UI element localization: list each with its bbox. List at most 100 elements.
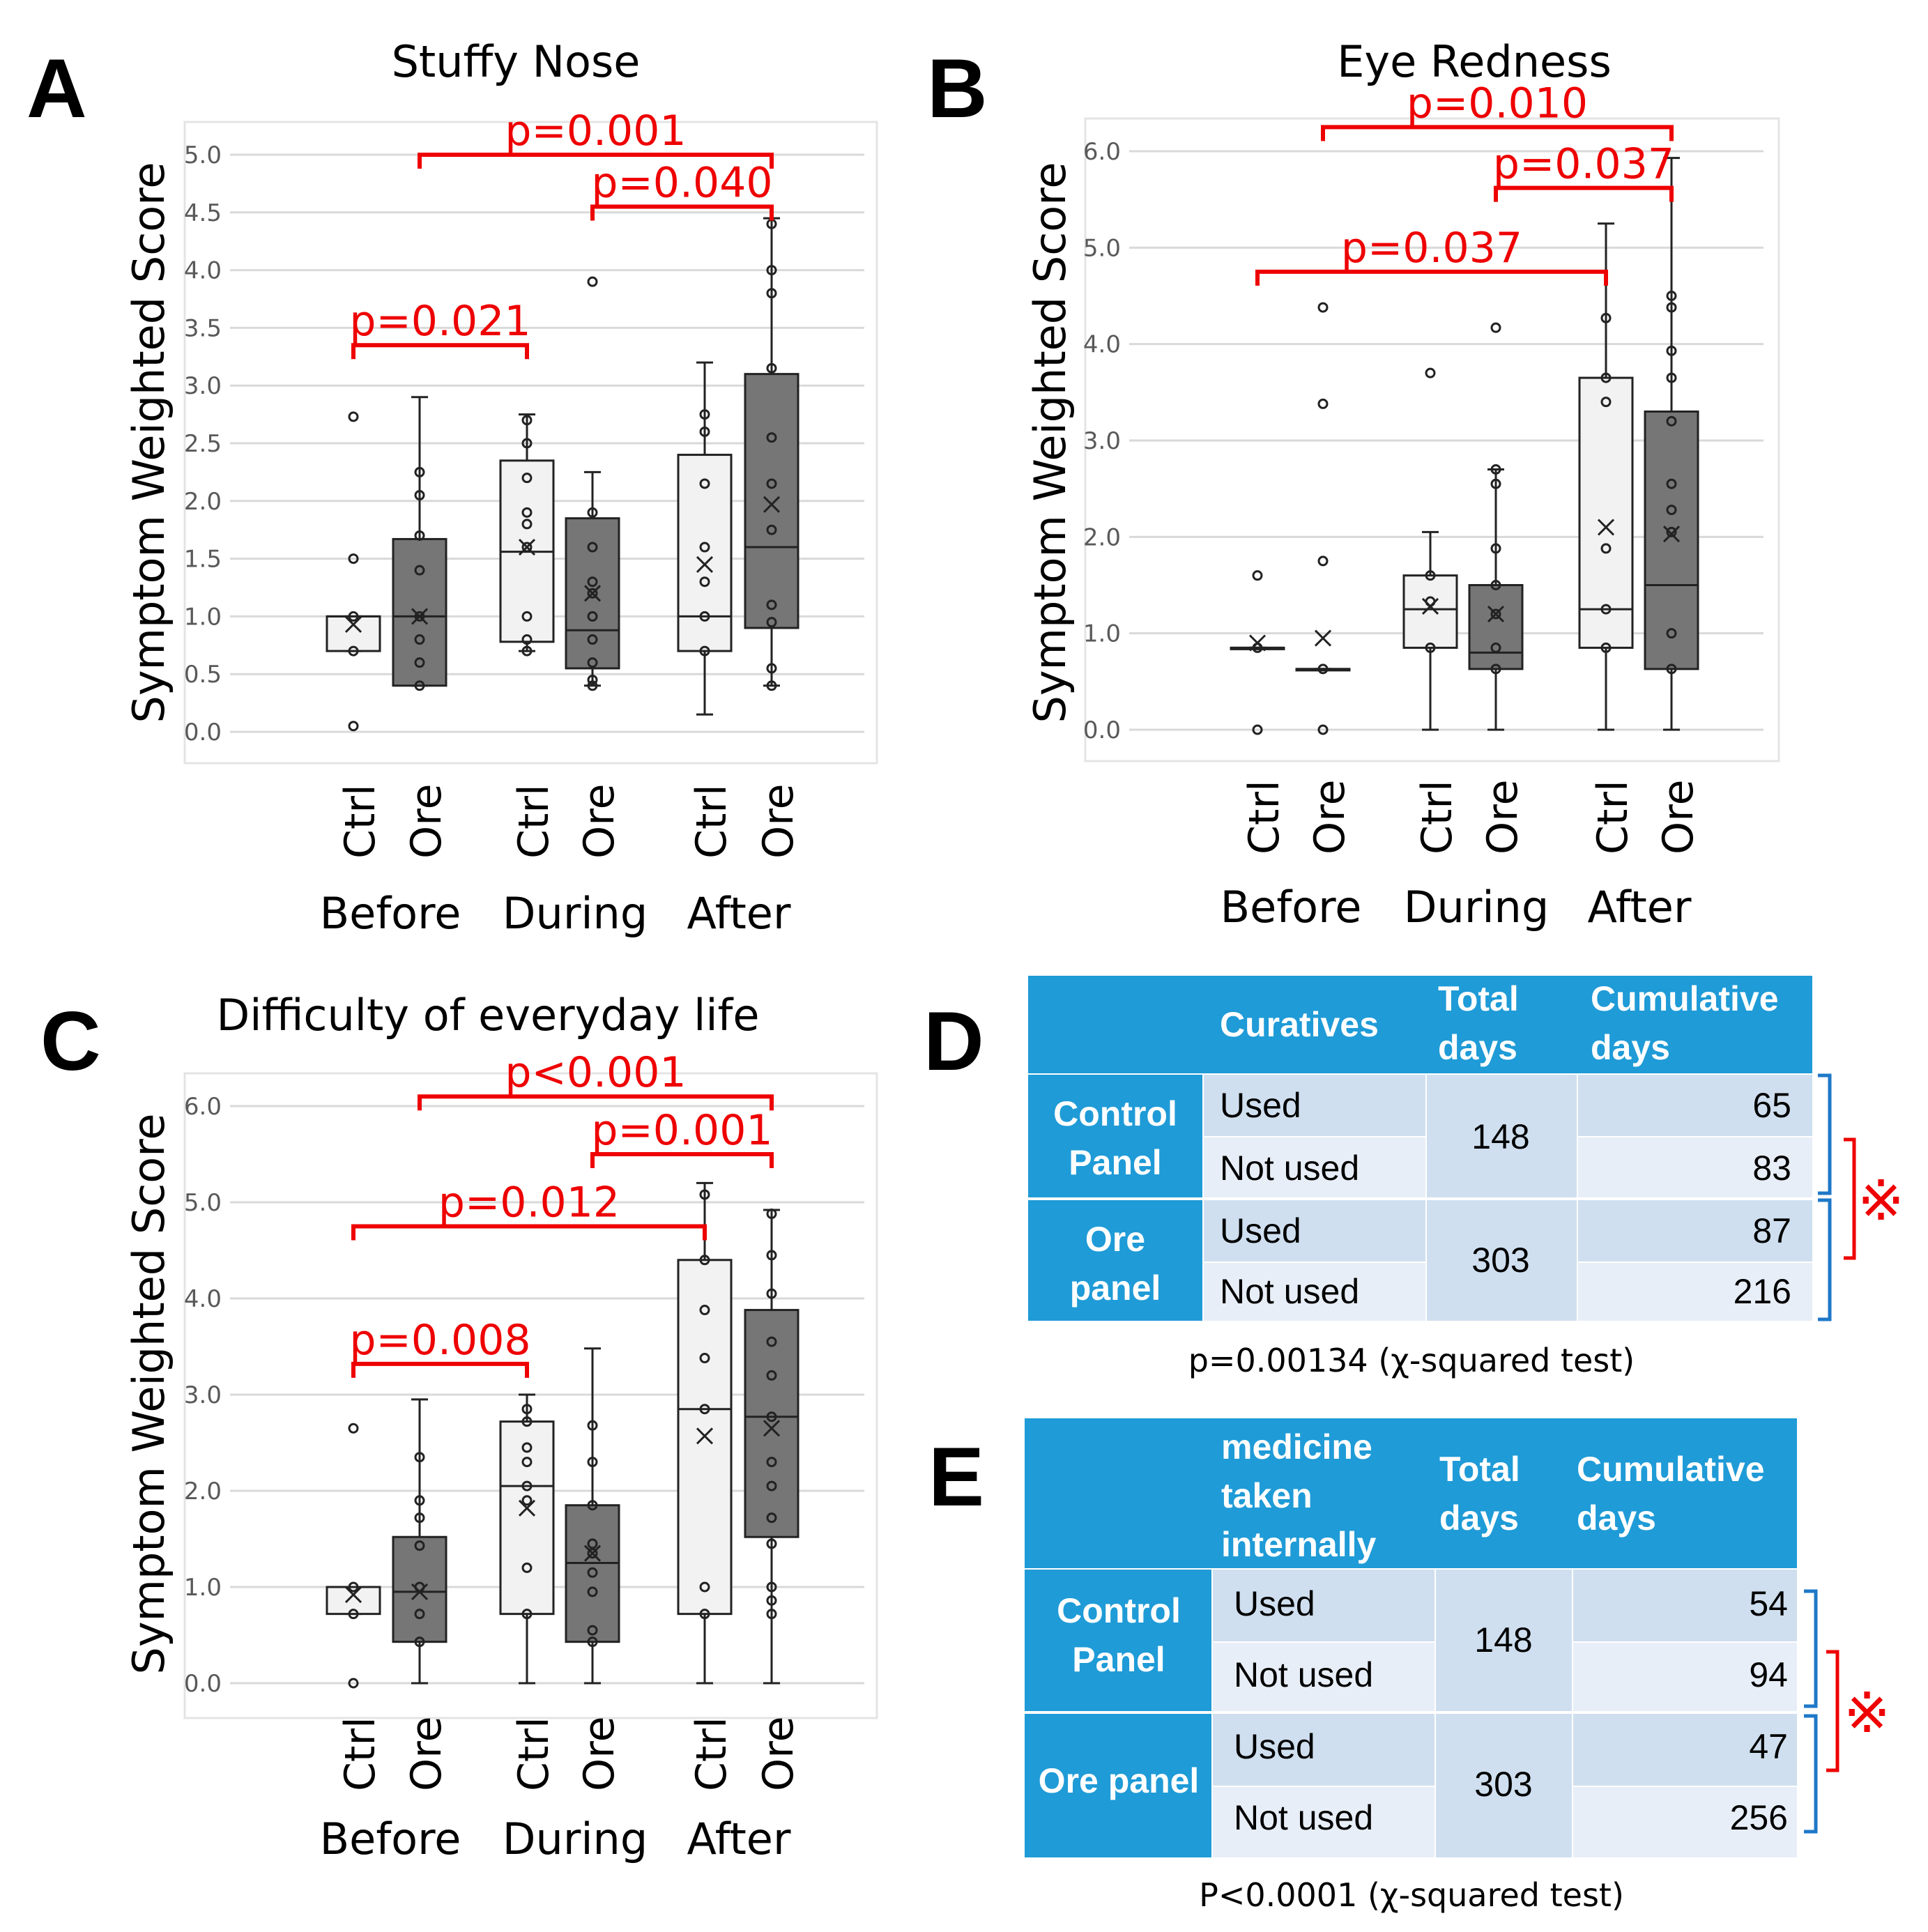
data-point [1317, 555, 1329, 567]
mean-marker [1662, 526, 1681, 543]
text-line: Control [1057, 1591, 1181, 1630]
y-tick-label: 6.0 [1083, 138, 1121, 166]
y-tick-labels: 0.0 1.0 2.0 3.0 4.0 5.0 6.0 [184, 1093, 222, 1698]
data-point [1666, 505, 1677, 516]
p-value-label: p=0.008 [349, 1316, 530, 1365]
mean-marker [1314, 629, 1332, 647]
y-tick-label: 0.0 [1083, 716, 1121, 744]
chart-title: Eye Redness [1337, 36, 1612, 87]
box-iqr [392, 1535, 447, 1643]
y-tick-label: 1.0 [184, 1574, 222, 1602]
bracket-ore [1818, 1198, 1832, 1321]
x-label-before-ctrl: Ctrl [336, 784, 385, 859]
data-point [587, 657, 598, 668]
mean-marker [763, 496, 781, 513]
value-cell [1578, 1075, 1812, 1136]
data-point [766, 1581, 777, 1593]
bracket-line [1494, 185, 1674, 202]
mean-marker [518, 538, 536, 556]
total-cell [1427, 1075, 1577, 1197]
value-cell [1573, 1570, 1797, 1641]
mean-marker [763, 1420, 781, 1437]
bracket-line [351, 343, 529, 360]
data-point [521, 1480, 533, 1492]
text-line: taken [1221, 1476, 1313, 1515]
box-before-ore [392, 1398, 447, 1685]
data-point [587, 1457, 598, 1468]
data-point [414, 611, 425, 622]
panel-letter-b: B [927, 42, 988, 135]
y-tick-label: 2.0 [1083, 523, 1121, 551]
data-point [1317, 724, 1329, 735]
data-point [1490, 608, 1501, 620]
value-cell [1578, 1200, 1812, 1262]
y-tick-label: 4.0 [184, 257, 222, 285]
group-label-before: Before [320, 1814, 461, 1864]
data-point [1600, 543, 1612, 554]
data-point [414, 466, 425, 477]
data-point [699, 645, 710, 657]
panel-name-control: Control Panel [1053, 1094, 1177, 1182]
data-point [587, 680, 598, 691]
data-point [1490, 322, 1501, 333]
data-point [414, 1540, 425, 1551]
total-days-control: 148 [1471, 1117, 1529, 1156]
p-value-label: p=0.037 [1493, 140, 1674, 189]
data-point [587, 1420, 598, 1431]
data-point [521, 1457, 533, 1468]
data-point [521, 415, 533, 426]
data-point [587, 276, 598, 287]
x-label-after-ore: Ore [754, 1717, 803, 1792]
data-point [414, 1452, 425, 1463]
p-value-label: p=0.001 [591, 1106, 772, 1155]
bracket-line [590, 1152, 774, 1168]
data-point [414, 1495, 425, 1506]
bracket-line [590, 204, 774, 221]
data-point [1490, 642, 1501, 653]
y-tick-label: 1.0 [1083, 620, 1121, 648]
bracket-line [418, 1094, 774, 1111]
y-tick-label: 2.5 [184, 430, 222, 458]
panel-letter-c: C [40, 995, 101, 1088]
data-point [1490, 664, 1501, 675]
mean-marker [583, 1544, 602, 1562]
data-point [1666, 628, 1677, 639]
x-label-after-ctrl: Ctrl [687, 784, 736, 859]
group-label-after: After [687, 1814, 791, 1864]
row-label: Used [1234, 1727, 1315, 1766]
significance-annotations: p=0.010 p=0.037 p=0.037 [1255, 79, 1674, 286]
data-point [521, 645, 533, 657]
row-cell [1213, 1714, 1434, 1786]
x-label-during-ore: Ore [575, 784, 624, 859]
significance-bracket: p=0.001 [590, 1106, 774, 1168]
data-point [587, 507, 598, 518]
boxes [1230, 157, 1699, 735]
significance-bracket: p=0.040 [590, 159, 774, 221]
box-during-ctrl [1402, 367, 1458, 731]
bracket-line [418, 153, 774, 169]
y-axis-label: Symptom Weighted Score [1025, 162, 1076, 723]
table-medicine-taken-internally: E medicine taken internally Total days Cumu… [928, 1418, 1890, 1914]
data-point [348, 645, 359, 657]
row-cell [1204, 1263, 1425, 1321]
box-iqr [1644, 411, 1699, 670]
header-medicine: medicine taken internally [1221, 1427, 1376, 1564]
data-point [766, 1457, 777, 1468]
y-tick-label: 0.0 [184, 1670, 222, 1698]
row-label: Not used [1220, 1272, 1359, 1311]
data-point [1666, 478, 1677, 489]
data-point [766, 1288, 777, 1299]
data-point [587, 634, 598, 645]
bracket-comparison [1826, 1650, 1839, 1772]
mean-marker [1248, 634, 1267, 652]
cumulative-value: 47 [1749, 1727, 1788, 1766]
p-value-label: p=0.037 [1341, 224, 1522, 273]
data-point [587, 1538, 598, 1549]
row-cell [1213, 1570, 1434, 1641]
data-point [587, 611, 598, 622]
group-label-before: Before [320, 888, 461, 939]
data-point [699, 611, 710, 622]
data-point [521, 519, 533, 530]
mean-marker [1597, 519, 1615, 536]
data-point [587, 588, 598, 599]
